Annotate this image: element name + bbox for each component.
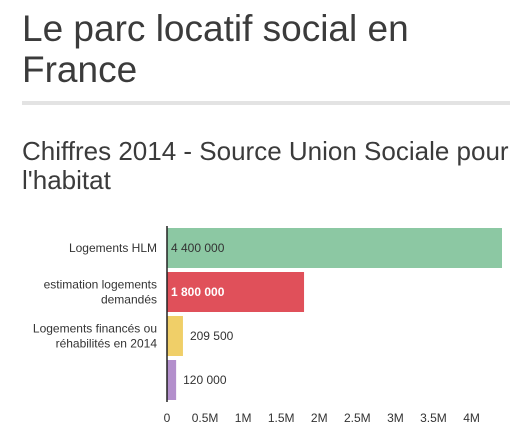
bar-2 (167, 316, 183, 356)
x-tick-label-7: 3.5M (420, 411, 447, 425)
bar-3 (167, 360, 177, 400)
category-labels-group: Logements HLM estimation logements demandé… (33, 241, 157, 351)
x-tick-label-5: 2.5M (344, 411, 371, 425)
value-labels-group: 4 400 000 1 800 000 209 500 120 000 (171, 241, 234, 387)
x-tick-label-6: 3M (387, 411, 404, 425)
bar-1 (167, 272, 305, 312)
value-label-1: 1 800 000 (171, 285, 225, 299)
category-label-1: estimation logements demandés (44, 278, 157, 307)
category-label-2: Logements financés ou réhabilités en 2014 (33, 322, 157, 351)
title-divider (22, 101, 510, 105)
category-label-0: Logements HLM (69, 241, 157, 255)
x-tick-label-1: 0.5M (192, 411, 219, 425)
x-tick-label-0: 0 (164, 411, 171, 425)
x-tick-label-3: 1.5M (268, 411, 295, 425)
page-title: Le parc locatif social en France (22, 8, 409, 90)
x-tick-label-2: 1M (235, 411, 252, 425)
value-label-0: 4 400 000 (171, 241, 225, 255)
category-label-line: réhabilités en 2014 (56, 337, 158, 351)
value-label-3: 120 000 (183, 373, 227, 387)
category-label-line: Logements financés ou (33, 322, 157, 336)
x-tick-labels-group: 0 0.5M 1M 1.5M 2M 2.5M 3M 3.5M 4M (164, 411, 480, 425)
category-label-line: demandés (101, 293, 157, 307)
value-label-2: 209 500 (190, 329, 234, 343)
category-label-line: estimation logements (44, 278, 157, 292)
chart-heading: Chiffres 2014 - Source Union Sociale pou… (22, 136, 509, 195)
category-label-line: Logements HLM (69, 241, 157, 255)
bars-group (167, 228, 502, 400)
x-tick-label-8: 4M (463, 411, 480, 425)
bar-0 (167, 228, 502, 268)
x-tick-label-4: 2M (311, 411, 328, 425)
